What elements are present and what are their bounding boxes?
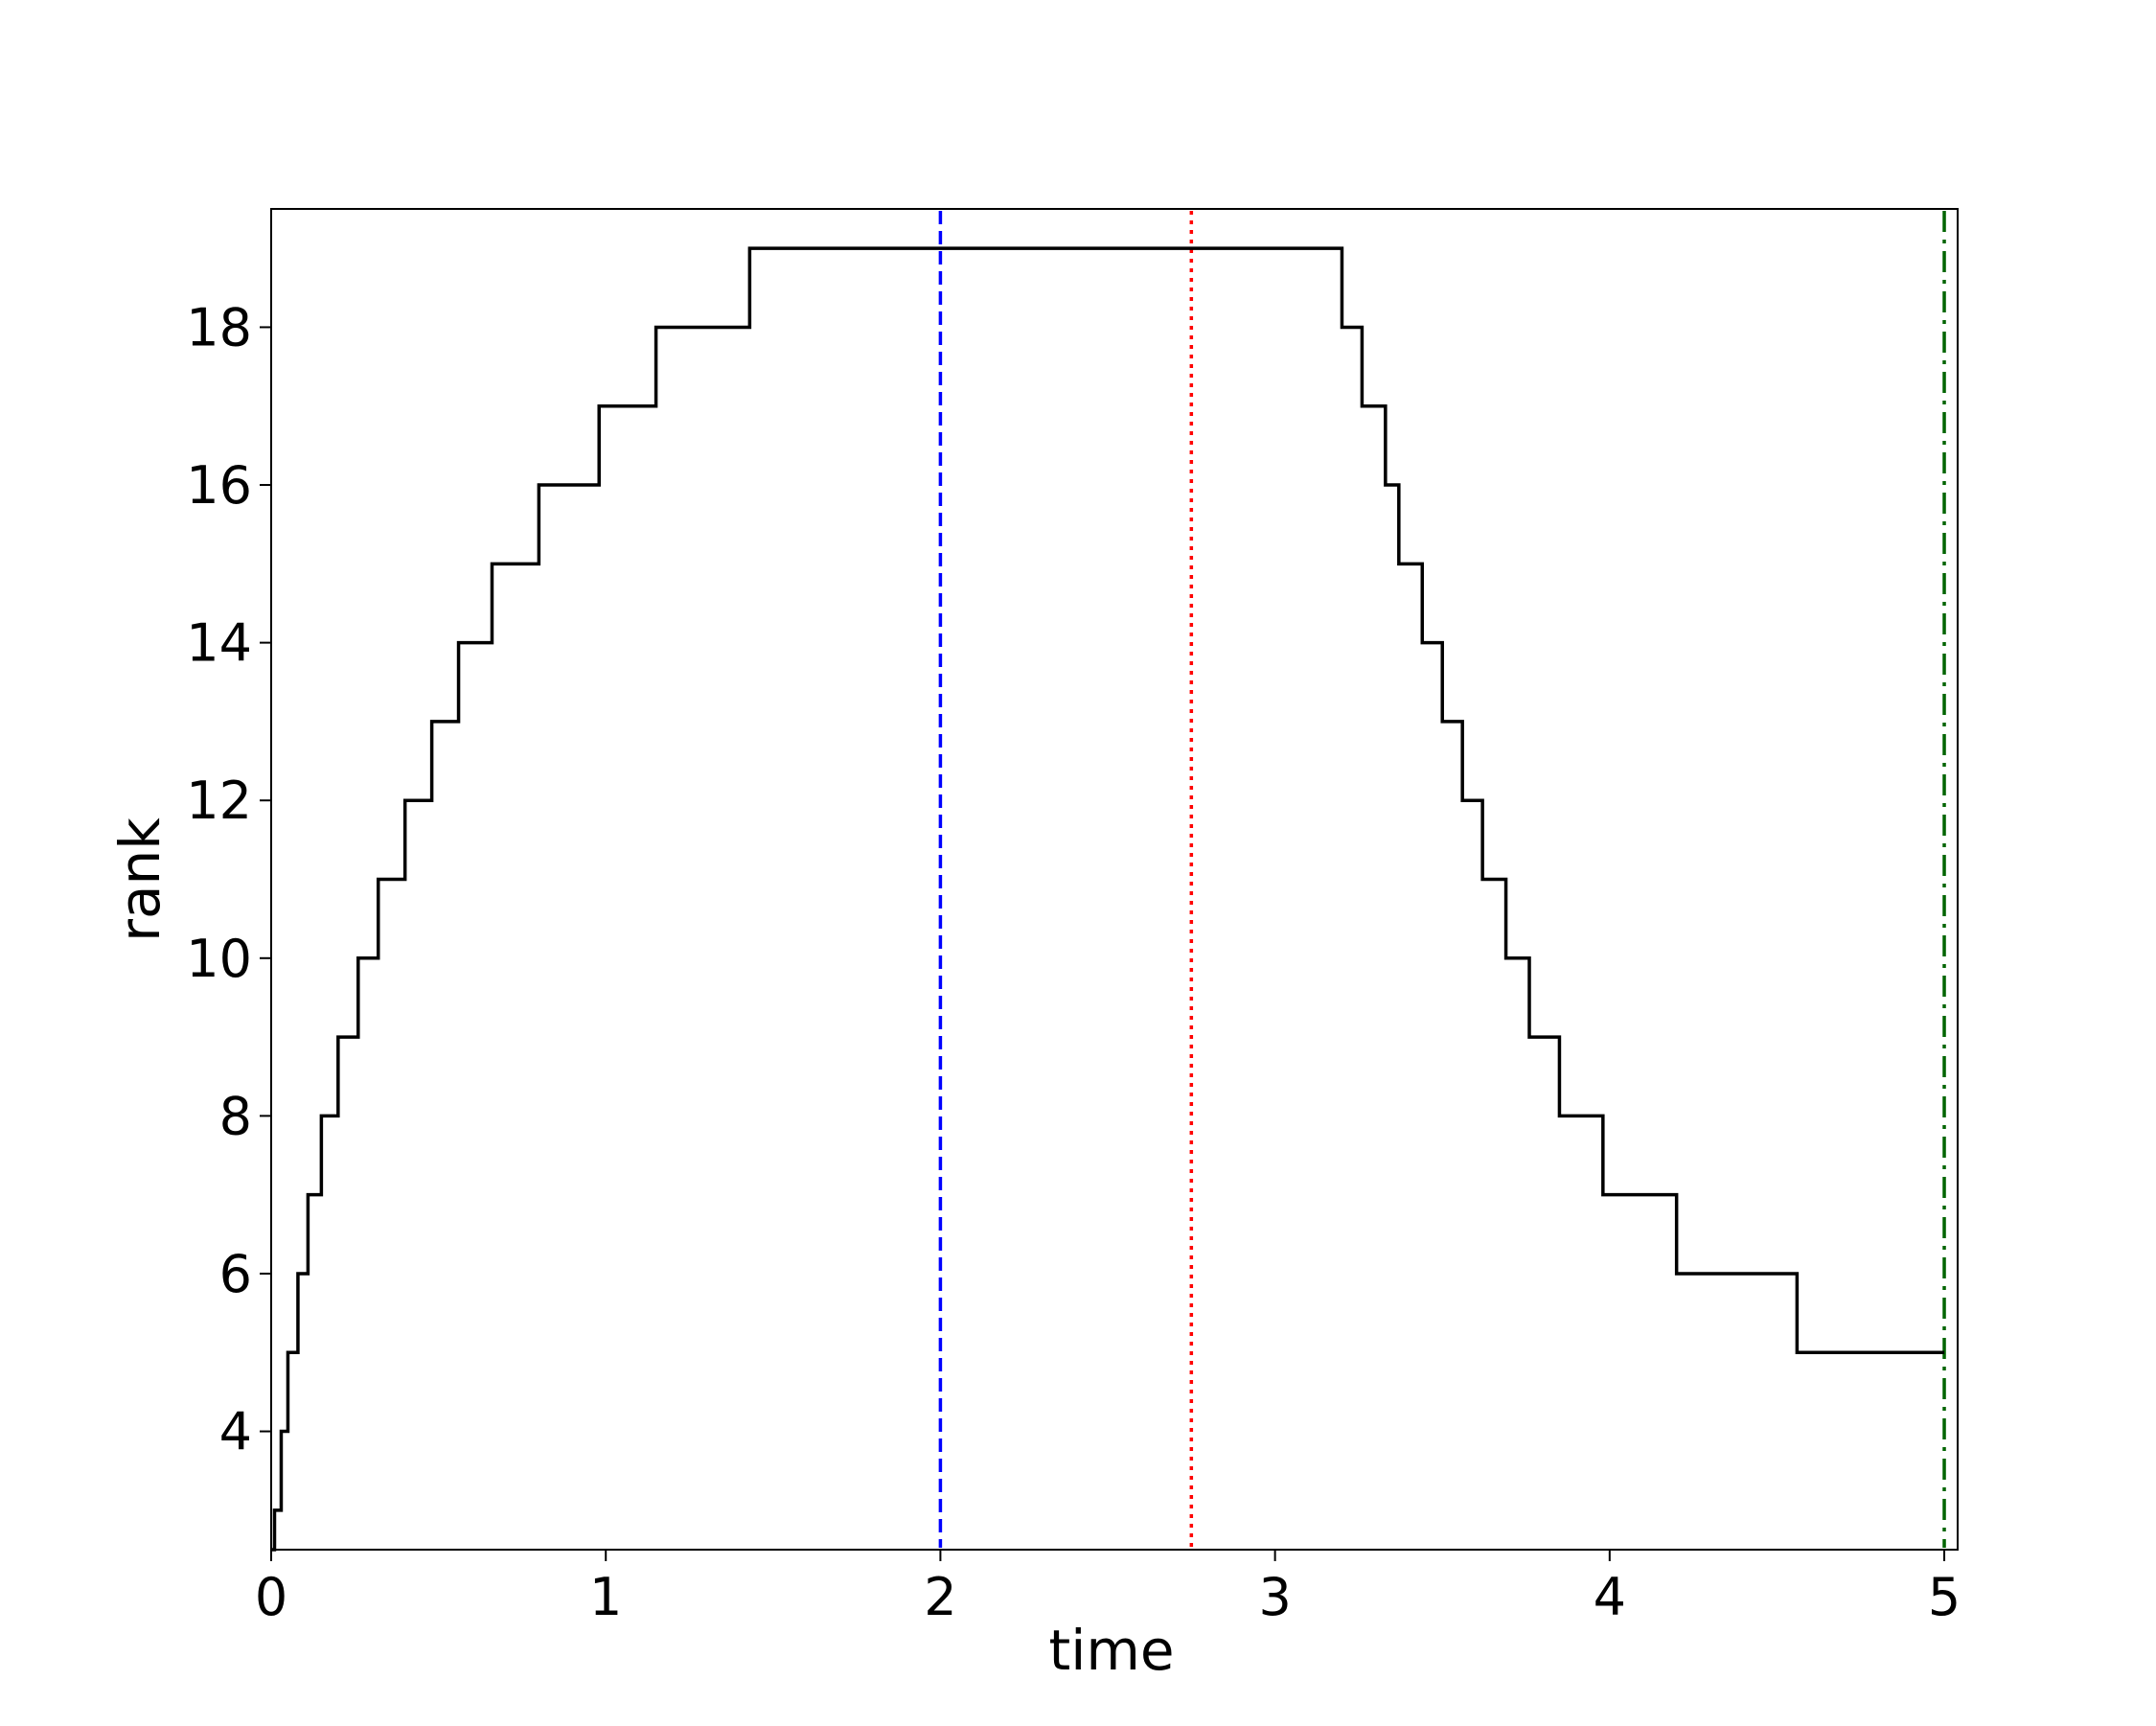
series-layer xyxy=(271,246,1945,1552)
y-tick-label-10: 10 xyxy=(186,929,252,989)
y-tick-label-6: 6 xyxy=(219,1244,252,1304)
x-tick-label-1: 1 xyxy=(589,1567,622,1627)
y-tick-label-12: 12 xyxy=(186,771,252,831)
y-tick-label-4: 4 xyxy=(219,1402,252,1462)
y-axis: 4 6 8 10 12 14 16 18 xyxy=(186,297,271,1462)
x-tick-label-4: 4 xyxy=(1594,1567,1626,1627)
reference-lines xyxy=(938,211,1946,1548)
x-axis-label: time xyxy=(1048,1618,1174,1683)
x-tick-label-5: 5 xyxy=(1928,1567,1961,1627)
x-tick-label-2: 2 xyxy=(924,1567,956,1627)
y-tick-label-18: 18 xyxy=(186,297,252,357)
plot-frame xyxy=(270,208,1959,1551)
x-axis: 0 1 2 3 4 5 xyxy=(255,1550,1961,1627)
x-tick-label-3: 3 xyxy=(1258,1567,1291,1627)
series-line-0 xyxy=(271,246,1945,1552)
y-tick-label-16: 16 xyxy=(186,455,252,516)
y-axis-label: rank xyxy=(107,817,172,942)
y-tick-label-14: 14 xyxy=(186,613,252,674)
x-tick-label-0: 0 xyxy=(255,1567,287,1627)
y-tick-label-8: 8 xyxy=(219,1086,252,1146)
